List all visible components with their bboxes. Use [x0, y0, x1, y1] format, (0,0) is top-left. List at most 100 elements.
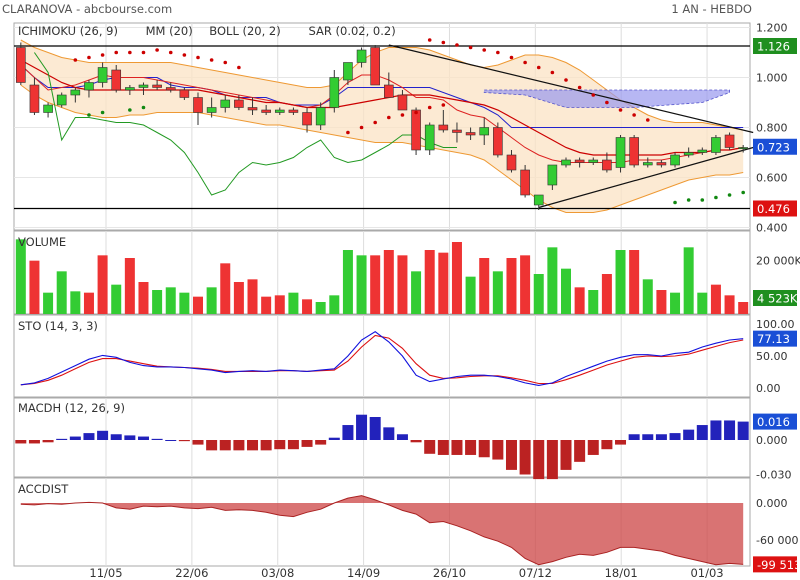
volume-panel — [13, 230, 751, 315]
candle-up — [56, 94, 67, 106]
price-legend-item: MM (20) — [146, 24, 193, 38]
sar-dot — [605, 100, 609, 105]
volume-bar-up — [697, 292, 708, 314]
volume-bar-up — [615, 250, 626, 314]
volume-bar-down — [506, 258, 517, 314]
volume-bar-down — [193, 296, 203, 314]
candle-down — [656, 162, 667, 166]
x-tick-label: 26/10 — [433, 566, 466, 580]
macdh-bar-negative — [192, 440, 204, 445]
price-badge-text: 0.476 — [757, 202, 790, 216]
candle-up — [424, 124, 435, 151]
volume-bar-down — [724, 295, 735, 314]
macdh-bar-positive — [124, 435, 136, 440]
bollinger-band-fill — [20, 40, 744, 213]
volume-bar-down — [397, 255, 408, 314]
volume-badge — [753, 290, 797, 306]
volume-badge-text: 4 523K — [757, 292, 798, 306]
macdh-bar-negative — [410, 440, 422, 443]
volume-bar-up — [670, 292, 681, 314]
sar-dot — [591, 93, 596, 97]
volume-bar-down — [424, 250, 435, 314]
sar-dot — [100, 53, 105, 57]
accdist-area — [20, 495, 744, 565]
volume-bar-down — [574, 287, 585, 314]
candle-down — [179, 89, 190, 98]
x-tick-label: 11/05 — [89, 566, 122, 580]
sar-dot — [400, 113, 405, 117]
macdh-bar-negative — [260, 440, 272, 451]
sto-title: STO (14, 3, 3) — [18, 319, 98, 333]
candle-up — [670, 154, 680, 166]
price-legend-item: BOLL (20, 2) — [209, 24, 280, 38]
volume-bar-up — [547, 247, 558, 314]
sar-dot — [100, 110, 105, 115]
macdh-bar-negative — [601, 440, 613, 450]
macdh-bar-negative — [28, 440, 40, 444]
macdh-bar-positive — [110, 434, 122, 440]
macdh-bar-negative — [587, 440, 599, 455]
candle-down — [724, 134, 735, 148]
macdh-bar-negative — [451, 440, 463, 455]
volume-bar-up — [342, 250, 353, 314]
sto-badge-text: 77.13 — [757, 332, 790, 346]
sar-dot — [114, 50, 119, 55]
candle-down — [493, 127, 503, 156]
sto-panel — [13, 314, 751, 398]
macdh-bar-negative — [615, 440, 627, 445]
volume-bar-up — [15, 239, 26, 314]
volume-bar-down — [479, 258, 490, 314]
macdh-bar-positive — [97, 430, 109, 440]
sar-dot — [387, 115, 391, 120]
macdh-bar-negative — [424, 440, 436, 454]
volume-bar-up — [43, 292, 54, 314]
candle-down — [247, 107, 258, 111]
macdh-bar-negative — [247, 440, 259, 451]
macdh-bar-negative — [42, 440, 54, 443]
sar-dot — [196, 55, 200, 60]
sar-dot — [141, 105, 146, 110]
volume-bar-up — [533, 274, 544, 314]
candle-down — [384, 84, 394, 98]
sar-dot — [618, 108, 623, 112]
macdh-bar-negative — [546, 440, 558, 480]
candle-up — [561, 159, 571, 166]
macdh-y-tick: -0.030 — [756, 469, 791, 482]
macdh-bar-negative — [437, 440, 449, 455]
candle-up — [615, 137, 626, 168]
macdh-bar-positive — [642, 434, 654, 440]
price-badge-text: 0.723 — [757, 140, 790, 154]
candle-down — [602, 159, 612, 171]
candle-down — [411, 109, 421, 151]
macdh-bar-positive — [356, 414, 368, 440]
macdh-bar-negative — [274, 440, 286, 450]
macdh-badge-text: 0.016 — [757, 415, 790, 429]
macdh-bar-positive — [342, 425, 354, 440]
x-tick-label: 14/09 — [347, 566, 380, 580]
candle-up — [547, 164, 558, 186]
volume-bar-down — [601, 274, 612, 314]
accdist-title: ACCDIST — [18, 482, 69, 496]
x-tick-label: 07/12 — [519, 566, 552, 580]
volume-bar-up — [206, 287, 217, 314]
volume-bar-down — [383, 250, 394, 314]
price-badge — [753, 38, 797, 54]
macdh-bar-positive — [328, 437, 340, 440]
macdh-y-tick: 0.000 — [756, 434, 788, 447]
macdh-bar-negative — [465, 440, 477, 455]
sto-badge — [753, 330, 797, 347]
volume-bar-down — [138, 282, 149, 314]
bollinger-lower-line — [20, 84, 744, 213]
sar-dot — [714, 195, 718, 200]
volume-bar-down — [233, 282, 244, 314]
sar-dot — [550, 70, 555, 75]
x-tick-label: 03/08 — [261, 566, 294, 580]
candle-down — [465, 132, 476, 136]
macdh-badge — [753, 413, 797, 430]
volume-bar-up — [56, 271, 67, 314]
macdh-bar-negative — [178, 440, 190, 442]
sar-dot — [523, 60, 527, 65]
sar-dot — [168, 50, 173, 55]
candle-up — [697, 149, 708, 153]
sar-dot — [686, 198, 691, 202]
